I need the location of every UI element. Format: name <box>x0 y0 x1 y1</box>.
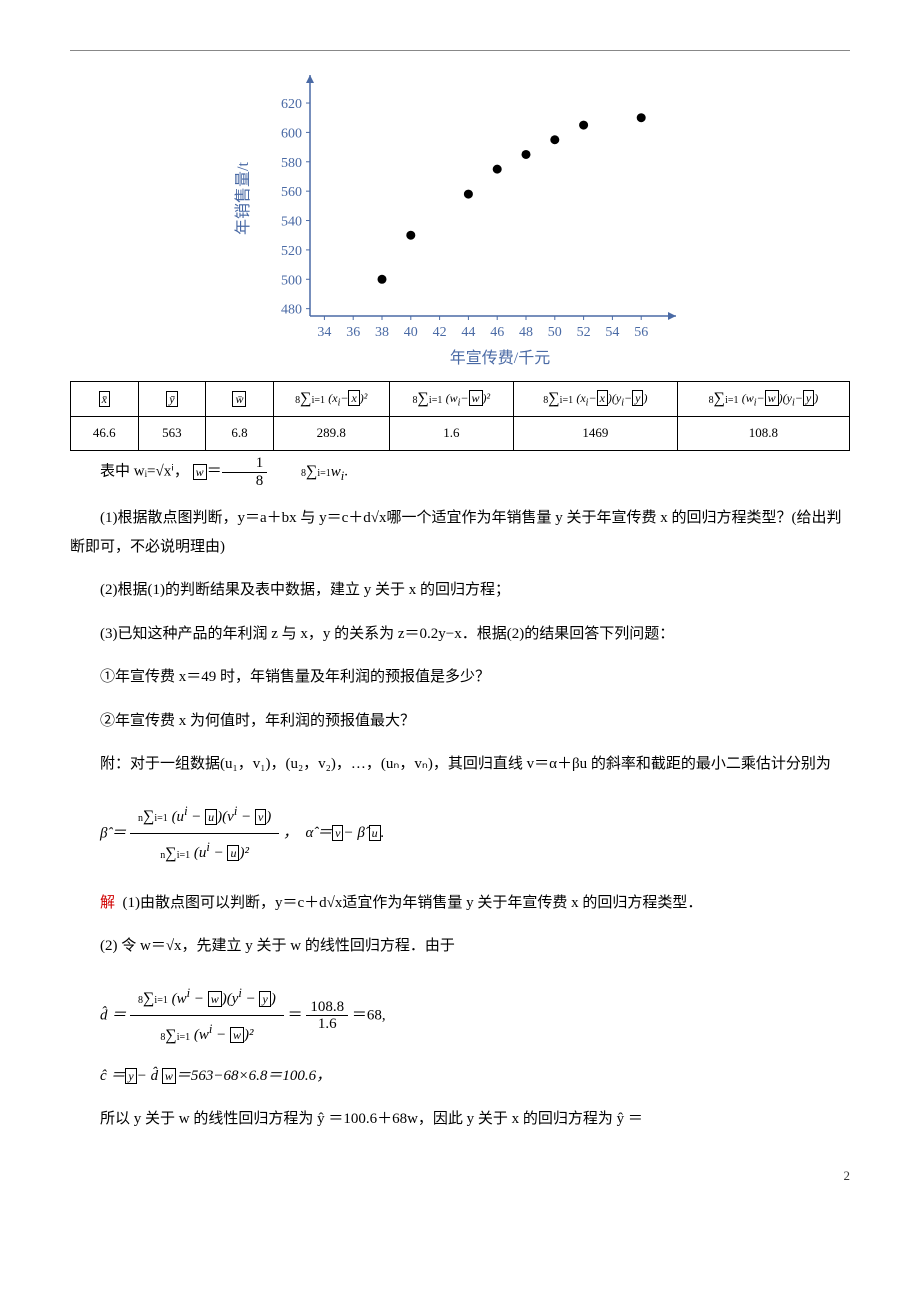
page-number: 2 <box>70 1164 850 1189</box>
appendix-text: 附：对于一组数据(u₁，v₁)，(u₂，v₂)，…，(uₙ，vₙ)，其回归直线 … <box>70 750 850 779</box>
header-sum-ww: 8∑i=1 (wi−w)² <box>389 382 513 417</box>
svg-text:540: 540 <box>281 215 302 230</box>
svg-text:年宣传费/千元: 年宣传费/千元 <box>450 349 550 367</box>
header-ybar: ȳ <box>138 382 206 417</box>
svg-text:600: 600 <box>281 126 302 141</box>
svg-text:42: 42 <box>433 325 447 340</box>
cell-sxy: 1469 <box>513 417 677 451</box>
table-header-row: x̄ ȳ w̄ 8∑i=1 (xi−x)² 8∑i=1 (wi−w)² 8∑i=… <box>71 382 850 417</box>
cell-swy: 108.8 <box>677 417 849 451</box>
conclusion-text: 所以 y 关于 w 的线性回归方程为 ŷ ＝100.6＋68w，因此 y 关于 … <box>70 1105 850 1134</box>
d-hat-formula: d̂ ＝ 8∑i=1 (wi − w)(yi − y) 8∑i=1 (wi − … <box>100 976 850 1056</box>
question-3b: ②年宣传费 x 为何值时，年利润的预报值最大？ <box>70 707 850 736</box>
c-hat-formula: ĉ ＝y− d̂ w＝563−68×6.8＝100.6， <box>100 1062 850 1091</box>
cell-sww: 1.6 <box>389 417 513 451</box>
svg-text:580: 580 <box>281 156 302 171</box>
svg-text:46: 46 <box>490 325 504 340</box>
question-3: (3)已知这种产品的年利润 z 与 x，y 的关系为 z＝0.2y−x．根据(2… <box>70 620 850 649</box>
svg-text:56: 56 <box>634 325 648 340</box>
svg-text:52: 52 <box>577 325 591 340</box>
cell-ybar: 563 <box>138 417 206 451</box>
svg-text:520: 520 <box>281 244 302 259</box>
question-1: (1)根据散点图判断，y＝a＋bx 与 y＝c＋d√x哪一个适宜作为年销售量 y… <box>70 504 850 561</box>
header-xbar: x̄ <box>71 382 139 417</box>
summary-table: x̄ ȳ w̄ 8∑i=1 (xi−x)² 8∑i=1 (wi−w)² 8∑i=… <box>70 381 850 451</box>
header-wbar: w̄ <box>206 382 274 417</box>
answer-1: 解 (1)由散点图可以判断，y＝c＋d√x适宜作为年销售量 y 关于年宣传费 x… <box>70 889 850 918</box>
note-w-definition: 表中 wᵢ=√xⁱ， w＝18 8∑i=1wi. <box>70 455 850 489</box>
scatter-chart-container: 480 500 520 540 560 580 600 620 34 36 38 40 42 44 46 48… <box>70 71 850 371</box>
svg-text:44: 44 <box>461 325 475 340</box>
answer-2: (2) 令 w＝√x，先建立 y 关于 w 的线性回归方程．由于 <box>70 932 850 961</box>
svg-text:48: 48 <box>519 325 533 340</box>
question-3a: ①年宣传费 x＝49 时，年销售量及年利润的预报值是多少？ <box>70 663 850 692</box>
table-data-row: 46.6 563 6.8 289.8 1.6 1469 108.8 <box>71 417 850 451</box>
cell-xbar: 46.6 <box>71 417 139 451</box>
svg-text:36: 36 <box>346 325 360 340</box>
header-sum-xy: 8∑i=1 (xi−x)(yi−y) <box>513 382 677 417</box>
question-2: (2)根据(1)的判断结果及表中数据，建立 y 关于 x 的回归方程； <box>70 576 850 605</box>
header-sum-xx: 8∑i=1 (xi−x)² <box>273 382 389 417</box>
svg-text:50: 50 <box>548 325 562 340</box>
svg-text:560: 560 <box>281 185 302 200</box>
top-rule <box>70 50 850 51</box>
beta-formula: β̂ ＝ n∑i=1 (ui − u)(vi − v) n∑i=1 (ui − … <box>100 794 850 874</box>
cell-sxx: 289.8 <box>273 417 389 451</box>
cell-wbar: 6.8 <box>206 417 274 451</box>
svg-text:40: 40 <box>404 325 418 340</box>
svg-text:34: 34 <box>317 325 331 340</box>
scatter-chart: 480 500 520 540 560 580 600 620 34 36 38 40 42 44 46 48… <box>230 71 690 371</box>
header-sum-wy: 8∑i=1 (wi−w)(yi−y) <box>677 382 849 417</box>
svg-text:年销售量/t: 年销售量/t <box>234 162 252 235</box>
svg-text:54: 54 <box>605 325 619 340</box>
answer-label: 解 <box>100 895 115 911</box>
svg-text:38: 38 <box>375 325 389 340</box>
svg-text:620: 620 <box>281 97 302 112</box>
svg-text:500: 500 <box>281 273 302 288</box>
svg-text:480: 480 <box>281 303 302 318</box>
